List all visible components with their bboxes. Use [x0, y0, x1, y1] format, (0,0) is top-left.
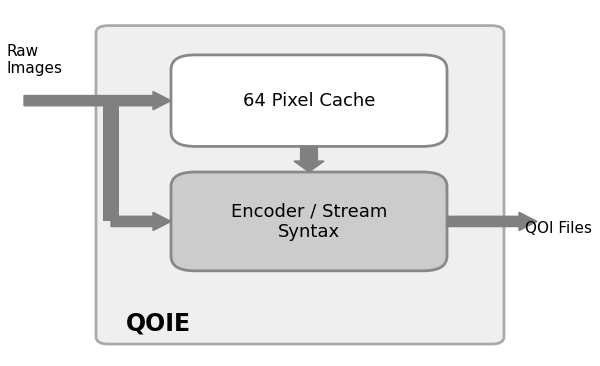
Text: QOI Files: QOI Files	[525, 221, 592, 236]
FancyArrow shape	[294, 146, 324, 172]
Text: Encoder / Stream
Syntax: Encoder / Stream Syntax	[231, 202, 387, 241]
Text: QOIE: QOIE	[126, 312, 191, 336]
Text: Raw
Images: Raw Images	[6, 44, 62, 76]
Bar	[103, 101, 119, 221]
Text: 64 Pixel Cache: 64 Pixel Cache	[243, 92, 375, 110]
FancyArrow shape	[24, 92, 171, 110]
FancyArrow shape	[447, 212, 537, 231]
FancyBboxPatch shape	[171, 172, 447, 271]
FancyBboxPatch shape	[96, 26, 504, 344]
FancyBboxPatch shape	[171, 55, 447, 146]
FancyArrow shape	[111, 212, 171, 231]
